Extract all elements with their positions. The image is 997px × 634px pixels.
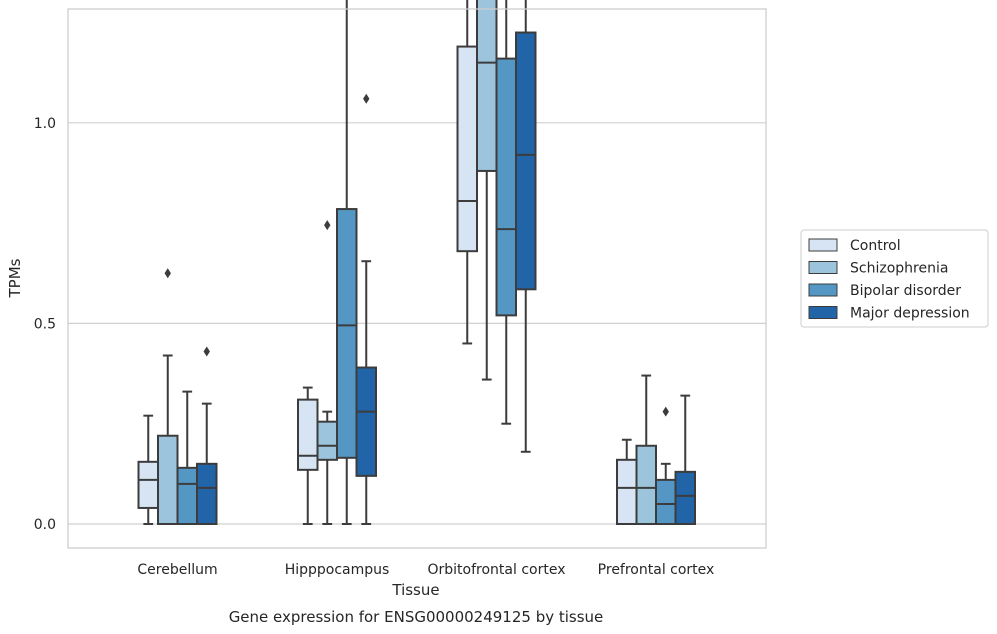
box: [157, 434, 179, 525]
box: [476, 0, 498, 172]
y-tick-label: 0.5: [34, 316, 56, 332]
box: [196, 462, 218, 526]
box: [655, 478, 677, 526]
box-plot-series: [137, 0, 696, 526]
box: [176, 466, 198, 525]
outlier-point: [324, 220, 331, 231]
legend-label: Schizophrenia: [850, 261, 948, 277]
outlier-point: [662, 406, 669, 417]
box: [515, 31, 537, 291]
box: [495, 57, 517, 317]
legend-frame: [800, 229, 989, 328]
legend-label: Major depression: [850, 306, 970, 322]
legend-label: Control: [850, 238, 901, 254]
plot-frame: [67, 8, 767, 549]
legend-swatch: [808, 238, 838, 252]
chart-caption: Gene expression for ENSG00000249125 by t…: [229, 608, 604, 626]
y-tick-label: 0.0: [34, 517, 56, 533]
box: [456, 45, 478, 253]
series-control: [137, 0, 638, 526]
legend-swatch: [808, 306, 838, 319]
x-tick-labels: Cerebellum Hipppocampus Orbitofrontal cort…: [137, 562, 714, 578]
legend-swatch: [808, 261, 838, 274]
x-tick-label: Hipppocampus: [285, 562, 390, 578]
series-schizophrenia: [157, 0, 657, 525]
box: [137, 460, 159, 509]
x-axis-label: Tissue: [391, 581, 439, 599]
legend-swatch: [808, 283, 838, 297]
box: [336, 208, 358, 459]
x-tick-label: Cerebellum: [137, 562, 217, 578]
box: [316, 420, 338, 461]
box: [355, 366, 377, 477]
legend: Control Schizophrenia Bipolar disorder Majo…: [800, 229, 989, 328]
outlier-point: [164, 268, 171, 279]
y-tick-label: 1.0: [34, 116, 56, 132]
box: [297, 398, 319, 471]
box: [616, 458, 638, 526]
series-bipolar-disorder: [176, 0, 677, 526]
box: [674, 470, 696, 525]
y-tick-labels: 0.00.51.01.52.02.5: [34, 116, 56, 533]
box: [635, 444, 657, 525]
y-axis-label: TPMs: [6, 258, 24, 298]
series-major-depression: [196, 0, 696, 526]
x-tick-label: Orbitofrontal cortex: [428, 562, 566, 578]
outlier-point: [203, 346, 210, 357]
legend-label: Bipolar disorder: [850, 283, 961, 299]
outlier-point: [363, 93, 370, 104]
x-tick-label: Prefrontal cortex: [598, 562, 715, 578]
